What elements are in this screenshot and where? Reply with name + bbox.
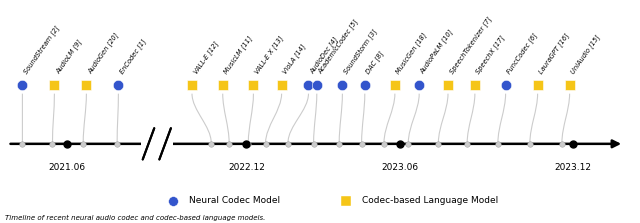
Text: 2023.06: 2023.06 (381, 163, 419, 172)
Text: 2021.06: 2021.06 (49, 163, 86, 172)
Text: 2023.12: 2023.12 (554, 163, 591, 172)
Text: SoundStorm [3]: SoundStorm [3] (342, 28, 378, 75)
Text: MusicGen [18]: MusicGen [18] (395, 31, 428, 75)
Text: SpeechTokenizer [7]: SpeechTokenizer [7] (448, 15, 492, 75)
Text: AcademicCodec [5]: AcademicCodec [5] (317, 18, 360, 75)
Text: AudioPaLM [10]: AudioPaLM [10] (419, 28, 454, 75)
Text: SoundStream [2]: SoundStream [2] (22, 24, 61, 75)
Text: Codec-based Language Model: Codec-based Language Model (362, 196, 498, 205)
Text: Neural Codec Model: Neural Codec Model (189, 196, 280, 205)
FancyBboxPatch shape (141, 135, 173, 153)
Text: FuncCodec [6]: FuncCodec [6] (506, 32, 539, 75)
Text: SpeechX [17]: SpeechX [17] (475, 34, 506, 75)
Text: UniAudio [15]: UniAudio [15] (570, 33, 602, 75)
Text: LauraGPT [16]: LauraGPT [16] (538, 32, 570, 75)
Text: VALL-E [12]: VALL-E [12] (192, 40, 220, 75)
Text: AudioLM [9]: AudioLM [9] (54, 38, 83, 75)
Text: DAC [8]: DAC [8] (365, 50, 385, 75)
Text: Timeline of recent neural audio codec and codec-based language models.: Timeline of recent neural audio codec an… (5, 215, 266, 221)
Text: VALL-E X [13]: VALL-E X [13] (253, 34, 285, 75)
Text: EnCodec [1]: EnCodec [1] (118, 37, 147, 75)
Text: AudioGen [20]: AudioGen [20] (86, 31, 120, 75)
Text: VioLA [14]: VioLA [14] (282, 43, 307, 75)
Text: 2022.12: 2022.12 (228, 163, 265, 172)
Text: AudioDec [4]: AudioDec [4] (308, 35, 339, 75)
Text: MusicLM [11]: MusicLM [11] (223, 35, 253, 75)
